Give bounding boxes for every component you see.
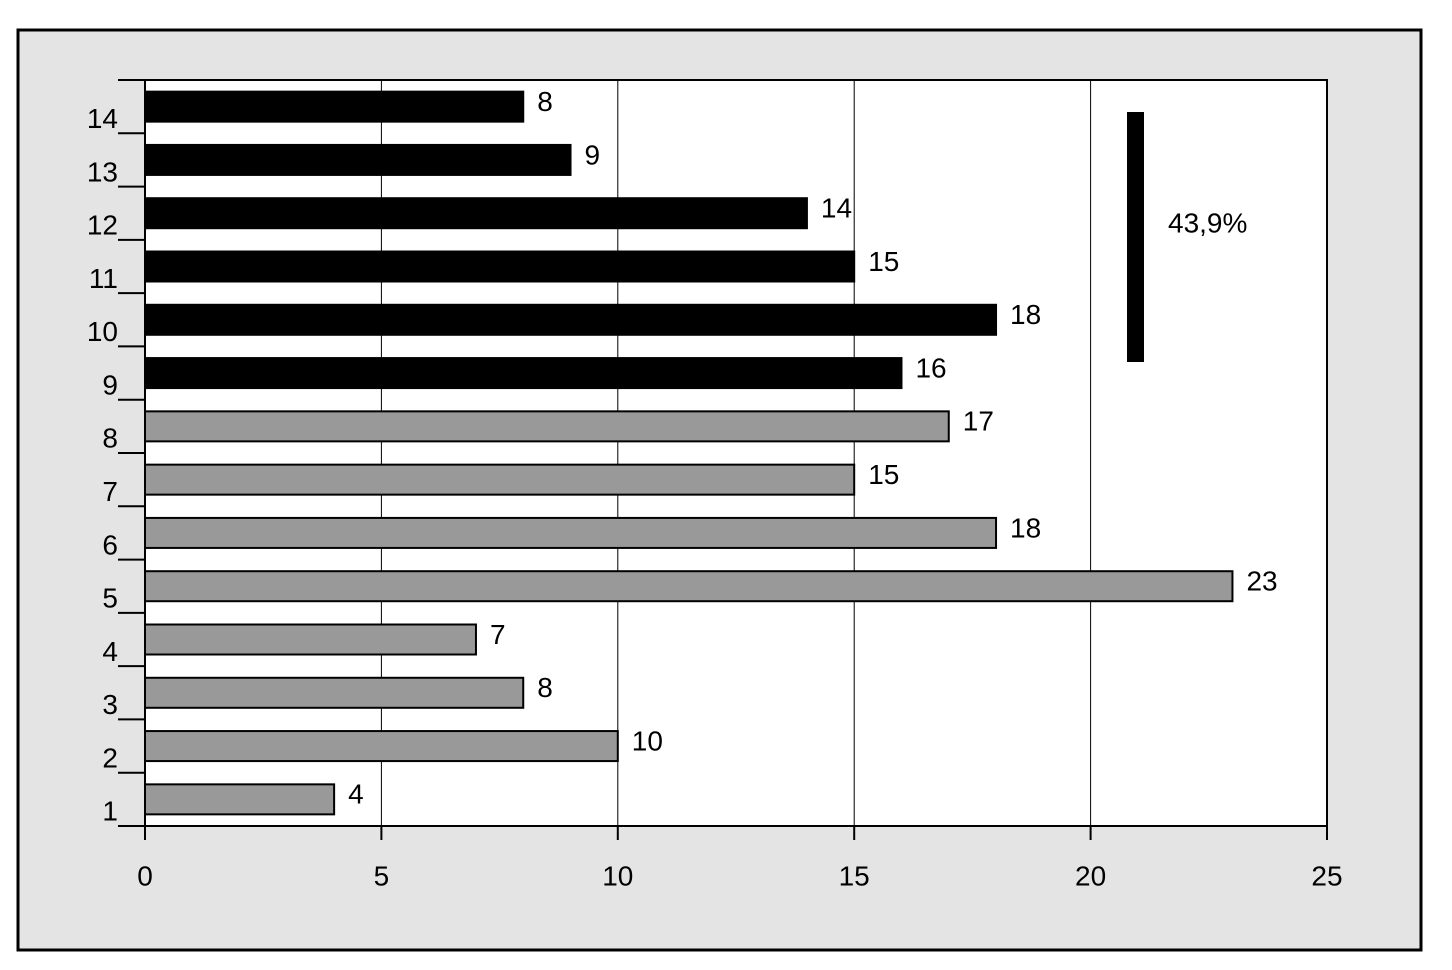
y-tick-label: 7 (102, 476, 118, 507)
bar (144, 143, 572, 176)
value-label: 18 (1010, 299, 1041, 330)
x-tick-label: 25 (1311, 860, 1342, 891)
value-label: 16 (915, 352, 946, 383)
value-label: 15 (868, 459, 899, 490)
y-tick-label: 1 (102, 796, 118, 827)
bar (144, 570, 1234, 603)
bar (144, 730, 619, 763)
bar (144, 410, 950, 443)
value-label: 15 (868, 246, 899, 277)
y-tick-label: 14 (87, 103, 118, 134)
x-tick-label: 5 (374, 860, 390, 891)
y-tick-label: 10 (87, 316, 118, 347)
value-label: 8 (537, 86, 553, 117)
bar (144, 250, 856, 283)
y-tick-label: 5 (102, 583, 118, 614)
value-label: 7 (490, 619, 506, 650)
x-tick-label: 20 (1075, 860, 1106, 891)
plot-area (144, 79, 1328, 827)
value-label: 10 (632, 725, 663, 756)
y-tick-label: 11 (89, 263, 118, 294)
y-tick-label: 4 (102, 636, 118, 667)
value-label: 9 (585, 139, 601, 170)
y-tick-label: 2 (102, 742, 118, 773)
y-tick-label: 9 (102, 369, 118, 400)
value-label: 4 (348, 779, 364, 810)
bar (144, 676, 525, 709)
bar (144, 90, 525, 123)
value-label: 14 (821, 193, 852, 224)
y-tick-label: 6 (102, 529, 118, 560)
annotation-bar (1127, 112, 1144, 362)
y-tick-label: 3 (102, 689, 118, 720)
y-tick-label: 13 (87, 156, 118, 187)
bar (144, 783, 336, 816)
bar (144, 516, 998, 549)
bar (144, 623, 477, 656)
value-label: 18 (1010, 512, 1041, 543)
bar (144, 197, 808, 230)
bar (144, 303, 998, 336)
annotation: 43,9% (1168, 207, 1247, 238)
value-label: 17 (963, 406, 994, 437)
x-tick-label: 10 (602, 860, 633, 891)
value-label: 8 (537, 672, 553, 703)
x-tick-label: 15 (839, 860, 870, 891)
bar (144, 463, 856, 496)
y-tick-label: 8 (102, 423, 118, 454)
y-tick-label: 12 (87, 210, 118, 241)
x-tick-label: 0 (137, 860, 153, 891)
bar (144, 357, 903, 390)
value-label: 23 (1246, 566, 1277, 597)
